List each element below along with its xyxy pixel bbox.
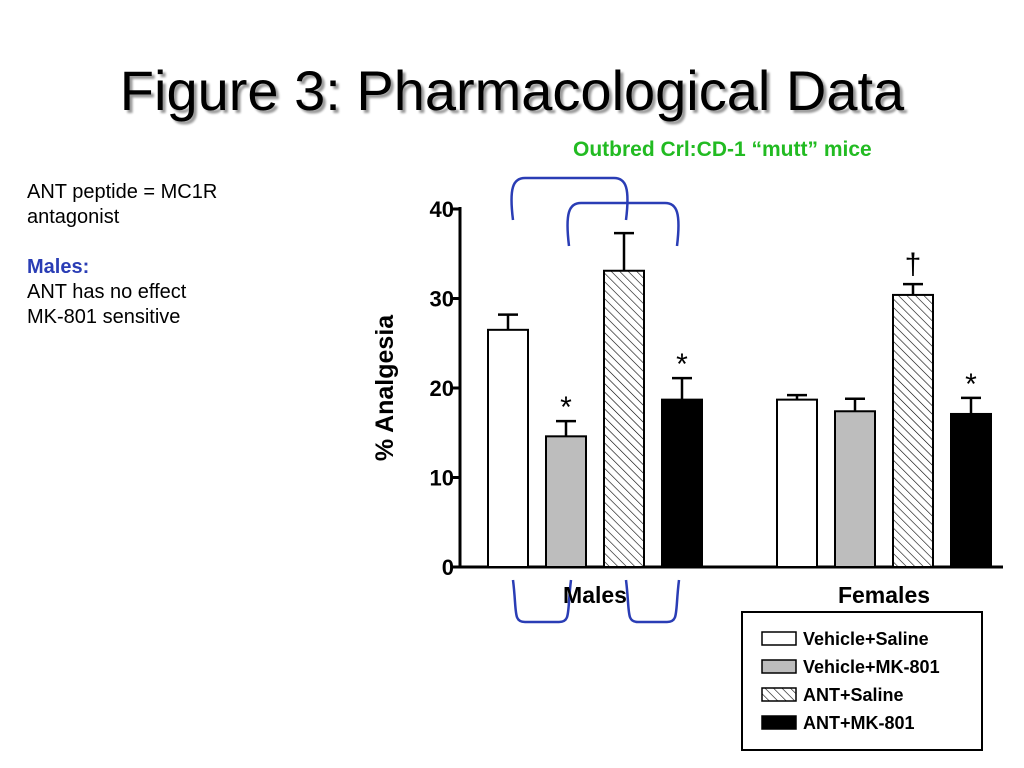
y-tick-label: 20 [430,376,454,401]
males-point-2: MK-801 sensitive [27,306,181,328]
group-label-males: Males [563,582,627,608]
y-tick-label: 40 [430,197,454,222]
comparison-brackets [510,176,681,624]
legend-swatch [761,631,797,646]
legend-entry-label: Vehicle+Saline [803,629,929,649]
y-tick-label: 30 [430,287,454,312]
group-label-females: Females [838,582,930,608]
slide-subtitle: Outbred Crl:CD-1 “mutt” mice [573,138,872,161]
chart-legend: Vehicle+Saline Vehicle+MK-801 ANT+Saline AN… [741,611,983,751]
chart-axes: 0 10 20 30 40 % Analgesia Males Females [371,197,1003,608]
chart-bars: * † * * [487,231,992,569]
slide-title: Figure 3: Pharmacological Data [119,59,905,122]
bar-vehicle-saline-males [487,328,529,569]
y-tick-label: 0 [442,555,454,580]
males-point-1: ANT has no effect [27,281,187,303]
note-line-2: antagonist [27,206,120,228]
legend-swatch [761,659,797,674]
legend-entry-label: ANT+MK-801 [803,713,915,733]
bar-ant-saline-males [603,269,645,568]
comparison-bracket-bottom-2 [624,579,681,624]
bar-vehicle-mk-801-males [545,435,587,568]
comparison-bracket-top-2 [566,201,680,247]
notes-panel: ANT peptide = MC1R antagonist Males: ANT… [27,180,327,330]
bar-vehicle-mk-801-females [834,410,876,568]
legend-swatch [761,715,797,730]
y-tick-label: 10 [430,466,454,491]
comparison-bracket-bottom-1 [511,579,573,624]
bar-vehicle-saline-females [776,398,818,569]
legend-entry-label: ANT+Saline [803,685,904,705]
y-axis-title: % Analgesia [371,314,399,461]
males-heading: Males: [27,256,90,278]
legend-swatch [761,687,797,702]
significance-mark: * [560,391,572,424]
significance-mark: † [905,248,922,281]
comparison-bracket-top-1 [510,176,629,221]
bar-ant-mk-801-males [661,398,703,569]
significance-mark: * [676,348,688,381]
note-line-1: ANT peptide = MC1R [27,181,218,203]
bar-ant-saline-females [892,293,934,568]
significance-mark: * [965,368,977,401]
legend-entry-label: Vehicle+MK-801 [803,657,940,677]
bar-ant-mk-801-females [950,412,992,568]
